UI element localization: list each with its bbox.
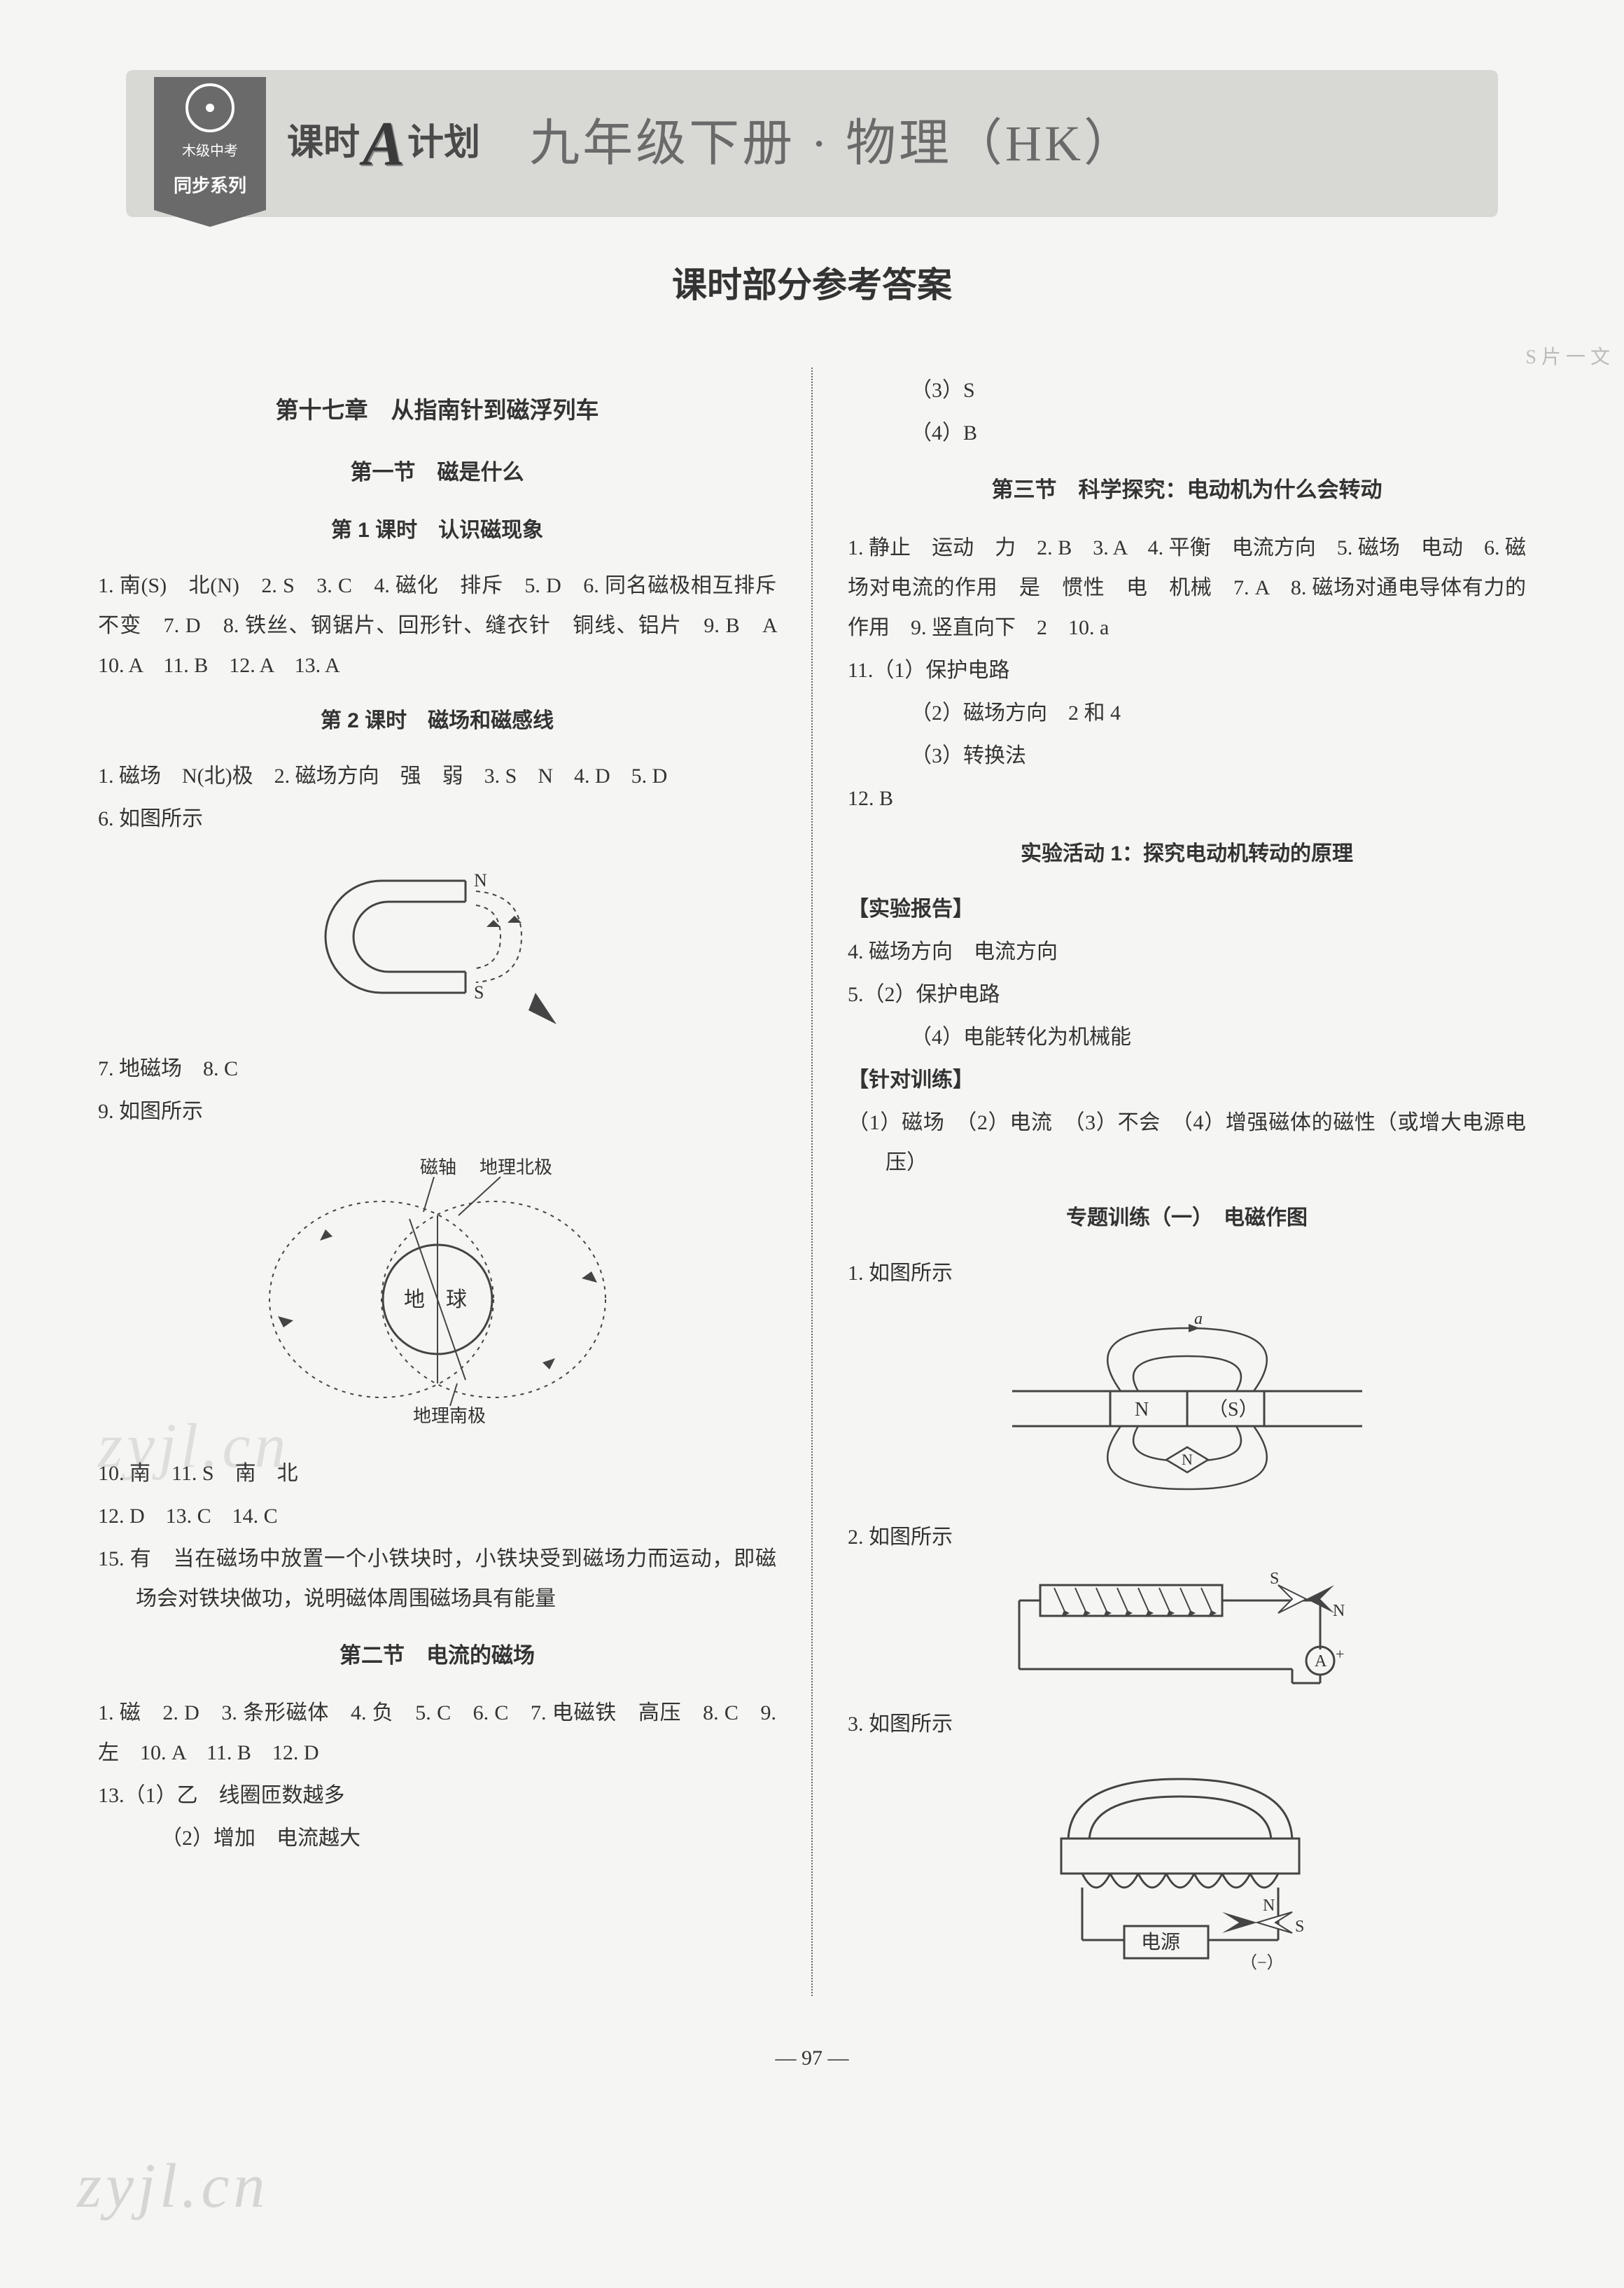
fig1-n: N [474,870,487,891]
fig2-label-north: 地理北极 [479,1157,552,1178]
section-1-heading: 第一节 磁是什么 [98,452,776,494]
exp-1: 4. 磁场方向 电流方向 [848,932,1526,972]
fig4-a: A [1315,1652,1327,1670]
header-title-group: 课时 A 计划 九年级下册 · 物理（HK） [287,84,1470,204]
page-number: — 97 — [98,2038,1526,2078]
figure-circuit-magnet: A + S N [991,1571,1383,1690]
margin-artifacts: S 片 一 文 [1525,336,1610,379]
q2: 2. 如图所示 [848,1517,1526,1557]
answers-4: 7. 地磁场 8. C [98,1049,776,1089]
exp-2: 5.（2）保护电路 [848,975,1526,1014]
answers-9: 1. 磁 2. D 3. 条形磁体 4. 负 5. C 6. C 7. 电磁铁 … [98,1693,776,1773]
arrowhead [507,916,522,923]
fig2-south: 地理南极 [413,1406,486,1426]
fig3-a: a [1194,1310,1203,1328]
column-divider [811,368,813,1996]
r-ans-5: 12. B [848,779,1526,818]
answers-1: 1. 南(S) 北(N) 2. S 3. C 4. 磁化 排斥 5. D 6. … [98,566,776,685]
exp-head1: 【实验报告】 [848,889,1526,929]
answers-5: 9. 如图所示 [98,1091,776,1131]
exp-heading: 实验活动 1：探究电动机转动的原理 [848,834,1526,874]
fig5-source: 电源 [1141,1931,1180,1953]
badge-bottom-text: 同步系列 [174,169,246,203]
r-ans-1: 1. 静止 运动 力 2. B 3. A 4. 平衡 电流方向 5. 磁场 电动… [848,528,1526,648]
jihua-text: 计划 [407,109,480,179]
sub-1-heading: 第 1 课时 认识磁现象 [98,510,776,550]
topic-heading: 专题训练（一） 电磁作图 [848,1198,1526,1238]
content-columns: 第十七章 从指南针到磁浮列车 第一节 磁是什么 第 1 课时 认识磁现象 1. … [98,368,1526,1996]
compass-needle-icon [528,993,556,1024]
fig3-s: （S） [1208,1398,1259,1421]
series-badge: 木级中考 同步系列 [154,77,266,210]
badge-top-text: 木级中考 [182,138,238,165]
figure-electromagnet: 电源 N S （−） [1005,1758,1369,1982]
figure-horseshoe-magnet: N S [312,853,564,1035]
fig5-n: N [1263,1897,1275,1915]
page-title: 课时部分参考答案 [98,252,1526,319]
answers-8: 15. 有 当在磁场中放置一个小铁块时，小铁块受到磁场力而运动，即磁场会对铁块做… [98,1539,776,1619]
header-banner: 木级中考 同步系列 课时 A 计划 九年级下册 · 物理（HK） [126,70,1498,217]
r-ans-3: （2）磁场方向 2 和 4 [848,693,1526,733]
answers-10: 13.（1）乙 线圈匝数越多 [98,1776,776,1815]
figure-bar-magnet-field: N （S） a N [1005,1307,1369,1503]
fig1-s: S [474,982,484,1003]
chapter-heading: 第十七章 从指南针到磁浮列车 [98,389,776,433]
exp-4: （1）磁场 （2）电流 （3）不会 （4）增强磁体的磁性（或增大电源电压） [848,1103,1526,1183]
q1: 1. 如图所示 [848,1253,1526,1293]
watermark-mid: zyjl.cn [98,1386,290,1506]
left-column: 第十七章 从指南针到磁浮列车 第一节 磁是什么 第 1 课时 认识磁现象 1. … [98,368,776,1996]
figure-earth-field: 磁轴 地理北极 地 球 地理南极 [241,1145,634,1439]
main-title: 九年级下册 · 物理（HK） [529,96,1137,192]
watermark-bottom: zyjl.cn [77,2126,269,2246]
badge-icon [186,83,234,132]
r-ans-2: 11.（1）保护电路 [848,650,1526,690]
r-ans-4: （3）转换法 [848,736,1526,776]
r-ans-0a: （3）S [848,370,1526,410]
fig3-n2: N [1182,1451,1193,1468]
r-ans-0b: （4）B [848,413,1526,453]
section-2-heading: 第二节 电流的磁场 [98,1635,776,1677]
exp-head2: 【针对训练】 [848,1060,1526,1100]
exp-3: （4）电能转化为机械能 [848,1017,1526,1057]
sub-2-heading: 第 2 课时 磁场和磁感线 [98,701,776,741]
fig4-n: N [1333,1602,1345,1620]
keshi-text: 课时 [287,109,360,179]
answers-2: 1. 磁场 N(北)极 2. 磁场方向 强 弱 3. S N 4. D 5. D [98,756,776,796]
plus-label: + [1336,1645,1344,1663]
answers-3: 6. 如图所示 [98,799,776,839]
answers-11: （2）增加 电流越大 [98,1818,776,1858]
fig5-minus: （−） [1240,1954,1284,1972]
keshi-label: 课时 A 计划 [287,84,480,204]
fig5-s: S [1295,1918,1304,1936]
right-column: （3）S （4）B 第三节 科学探究：电动机为什么会转动 1. 静止 运动 力 … [848,368,1526,1996]
section-3-heading: 第三节 科学探究：电动机为什么会转动 [848,470,1526,511]
fig2-label-axis: 磁轴 [420,1157,456,1178]
q3: 3. 如图所示 [848,1704,1526,1744]
fig3-n: N [1135,1399,1149,1421]
fig4-s: S [1270,1571,1279,1588]
a-letter: A [363,84,405,204]
